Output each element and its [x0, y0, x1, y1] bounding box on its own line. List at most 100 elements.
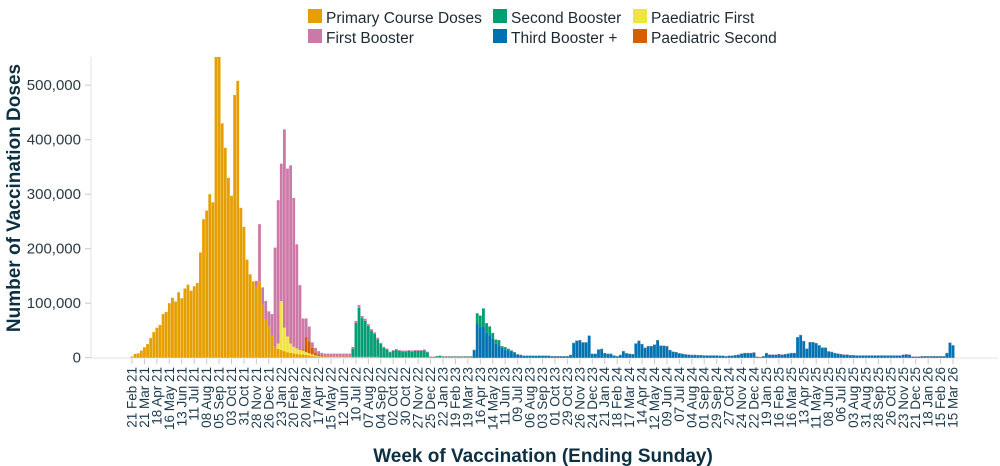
- legend-item-first-booster: First Booster: [308, 29, 414, 47]
- bar-third-booster: [780, 354, 784, 358]
- bar-primary-course-doses: [376, 357, 380, 358]
- bar-first-booster: [286, 168, 289, 337]
- bar-third-booster: [699, 355, 703, 358]
- bar-primary-course-doses: [146, 344, 149, 358]
- x-tick-label: 26 Nov 23: [572, 367, 587, 429]
- x-tick-label: 25 Dec 22: [423, 367, 438, 429]
- bar-third-booster: [883, 355, 887, 358]
- bar-third-booster: [649, 346, 653, 358]
- x-tick-label: 15 Feb 26: [933, 367, 948, 428]
- bar-third-booster: [771, 354, 775, 358]
- bar-third-booster: [923, 356, 927, 358]
- bar-primary-course-doses: [195, 283, 199, 358]
- x-tick-label: 24 Nov 24: [734, 367, 749, 429]
- bar-third-booster: [939, 356, 942, 358]
- bar-third-booster: [497, 346, 501, 358]
- bar-primary-course-doses: [301, 354, 305, 358]
- bar-second-booster: [388, 352, 392, 358]
- bar-third-booster: [569, 355, 572, 358]
- bar-primary-course-doses: [211, 202, 215, 358]
- bar-first-booster: [351, 347, 355, 349]
- bar-third-booster: [911, 356, 915, 358]
- bar-third-booster: [643, 347, 647, 358]
- bar-first-booster: [357, 305, 361, 308]
- bar-third-booster: [730, 355, 734, 358]
- bar-third-booster: [724, 356, 728, 358]
- bar-first-booster: [363, 318, 367, 321]
- bar-primary-course-doses: [317, 356, 320, 358]
- bar-second-booster: [475, 313, 479, 324]
- bar-primary-course-doses: [258, 281, 261, 358]
- bar-first-booster: [342, 353, 345, 357]
- bar-third-booster: [765, 353, 768, 358]
- y-tick-label: 300,000: [27, 186, 81, 203]
- bar-primary-course-doses: [199, 252, 202, 358]
- bar-third-booster: [898, 355, 902, 358]
- bar-first-booster: [379, 342, 383, 345]
- bar-third-booster: [584, 342, 588, 358]
- bar-third-booster: [662, 345, 666, 358]
- legend-swatch: [493, 29, 507, 43]
- bar-paediatric-first: [314, 355, 317, 357]
- x-tick-label: 15 May 22: [324, 367, 339, 430]
- bar-third-booster: [908, 354, 911, 358]
- bar-second-booster: [370, 330, 373, 357]
- bar-third-booster: [625, 353, 628, 358]
- bar-primary-course-doses: [161, 314, 165, 358]
- bar-third-booster: [945, 353, 949, 358]
- bar-third-booster: [606, 353, 610, 358]
- bar-primary-course-doses: [192, 286, 196, 358]
- bar-third-booster: [718, 355, 722, 358]
- bar-third-booster: [534, 355, 538, 358]
- bar-third-booster: [951, 345, 955, 358]
- bar-third-booster: [796, 337, 799, 358]
- bar-third-booster: [631, 354, 635, 358]
- bar-first-booster: [270, 314, 274, 336]
- bar-second-booster: [482, 308, 485, 327]
- bar-first-booster: [373, 332, 376, 334]
- x-tick-label: 11 Jul 21: [187, 367, 202, 421]
- bar-third-booster: [852, 355, 855, 358]
- bar-primary-course-doses: [158, 325, 162, 358]
- bar-second-booster: [416, 350, 420, 358]
- x-tick-label: 08 Jun 25: [821, 367, 836, 426]
- bar-primary-course-doses: [366, 357, 370, 358]
- x-tick-label: 18 Apr 21: [149, 367, 164, 425]
- bar-primary-course-doses: [236, 80, 240, 358]
- bar-second-booster: [469, 356, 473, 358]
- bar-third-booster: [914, 356, 918, 358]
- bar-primary-course-doses: [217, 57, 221, 358]
- bar-primary-course-doses: [245, 259, 249, 358]
- x-tick-label: 23 Jan 22: [274, 367, 289, 426]
- x-tick-label: 17 Apr 22: [311, 367, 326, 425]
- bar-third-booster: [830, 352, 834, 358]
- legend-item-paediatric-second: Paediatric Second: [633, 29, 777, 47]
- bar-first-booster: [326, 353, 330, 357]
- bar-third-booster: [531, 355, 535, 358]
- bar-primary-course-doses: [314, 356, 317, 358]
- bar-second-booster: [441, 356, 445, 358]
- x-tick-label: 19 Feb 23: [448, 367, 463, 428]
- bar-second-booster: [385, 349, 389, 358]
- bar-second-booster: [503, 347, 507, 350]
- y-tick-label: 500,000: [27, 77, 81, 94]
- bar-third-booster: [715, 355, 719, 358]
- bar-second-booster: [513, 352, 516, 354]
- bar-paediatric-second: [320, 355, 324, 357]
- bar-third-booster: [578, 340, 582, 358]
- bar-first-booster: [258, 224, 261, 282]
- bar-third-booster: [845, 354, 849, 358]
- bar-primary-course-doses: [329, 357, 333, 358]
- bar-primary-course-doses: [323, 357, 327, 358]
- bar-third-booster: [799, 335, 803, 358]
- bar-primary-course-doses: [298, 354, 302, 358]
- bar-first-booster: [370, 329, 373, 331]
- x-tick-label: 01 Oct 23: [547, 367, 562, 426]
- x-tick-label: 21 Dec 25: [908, 367, 923, 429]
- bar-primary-course-doses: [255, 286, 258, 358]
- bar-third-booster: [926, 356, 930, 358]
- bar-second-booster: [500, 346, 504, 348]
- bar-primary-course-doses: [223, 147, 227, 358]
- bar-paediatric-second: [307, 341, 311, 354]
- bar-third-booster: [618, 355, 622, 358]
